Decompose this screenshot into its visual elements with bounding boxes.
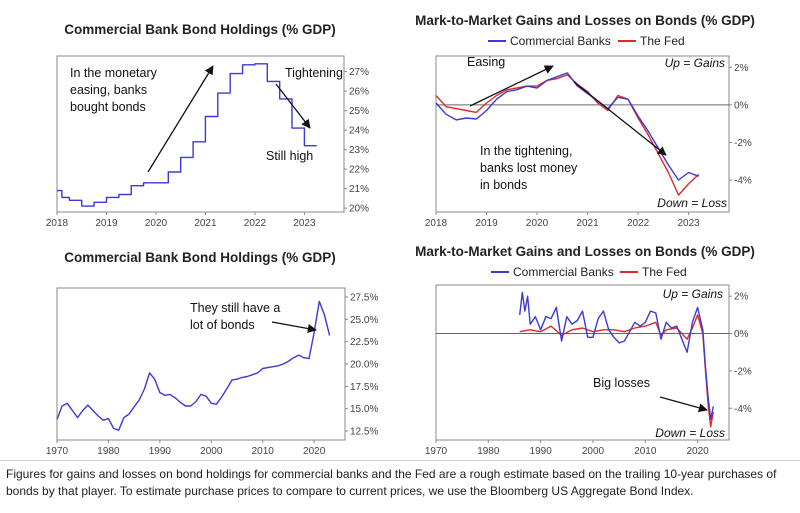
y-tick-label: 20% (349, 204, 369, 215)
x-tick-label: 2010 (634, 446, 657, 457)
figure-caption: Figures for gains and losses on bond hol… (6, 467, 777, 498)
legend: Commercial Banks The Fed (488, 34, 685, 48)
annotation-easing-line-3: bought bonds (70, 100, 146, 114)
annotation-tightening-line-2: banks lost money (480, 161, 578, 175)
annotation-up-gains: Up = Gains (665, 56, 725, 70)
x-tick-label: 2021 (194, 218, 217, 229)
x-tick-label: 2018 (425, 218, 448, 229)
y-tick-label: -2% (734, 366, 752, 377)
annotation-tightening: Tightening (285, 66, 343, 80)
x-tick-label: 2021 (576, 218, 599, 229)
plot-frame (56, 55, 345, 213)
plot-area: 2018 2019 2020 2021 2022 2023 20% 21% 22% 23% 24% 2… (46, 55, 369, 229)
caption-separator (0, 460, 800, 461)
chart-title: Commercial Bank Bond Holdings (% GDP) (64, 250, 336, 265)
legend-label-fed: The Fed (640, 34, 685, 48)
y-tick-label: 2% (734, 63, 749, 74)
y-tick-label: 2% (734, 292, 749, 303)
plot-frame (435, 284, 730, 441)
x-tick-label: 2018 (46, 218, 69, 229)
annotation-tightening-line-1: In the tightening, (480, 144, 572, 158)
y-tick-label: 20.0% (350, 360, 378, 371)
legend-label-banks: Commercial Banks (513, 265, 614, 279)
chart-title: Commercial Bank Bond Holdings (% GDP) (64, 22, 336, 37)
y-tick-label: -2% (734, 138, 752, 149)
y-tick-label: 22% (349, 165, 369, 176)
x-tick-label: 2022 (627, 218, 650, 229)
x-tick-label: 1970 (425, 446, 448, 457)
plot-area: 1970 1980 1990 2000 2010 2020 12.5% 15.0% 17.5% 2… (46, 287, 378, 457)
x-tick-label: 2023 (677, 218, 700, 229)
panel-bottom-left: Commercial Bank Bond Holdings (% GDP) 19… (46, 250, 379, 457)
arrow-bonds (271, 321, 317, 334)
x-tick-label: 1990 (530, 446, 553, 457)
series-line-banks (435, 72, 699, 181)
y-tick-label: 0% (734, 329, 749, 340)
annotation-bonds-line-2: lot of bonds (190, 318, 255, 332)
x-tick-label: 2020 (145, 218, 168, 229)
x-tick-label: 1990 (149, 446, 172, 457)
annotation-easing-line-1: In the monetary (70, 66, 158, 80)
y-tick-label: 25.0% (350, 315, 378, 326)
x-tick-label: 2019 (475, 218, 498, 229)
y-tick-label: -4% (734, 404, 752, 415)
annotation-still-high: Still high (266, 149, 313, 163)
x-tick-label: 2023 (293, 218, 316, 229)
arrow-tightening (573, 81, 667, 156)
x-tick-label: 2019 (95, 218, 118, 229)
x-tick-label: 2020 (526, 218, 549, 229)
arrow-easing (147, 65, 214, 173)
arrow-big-losses (659, 396, 708, 413)
y-tick-label: 21% (349, 184, 369, 195)
series-line-fed (519, 314, 714, 428)
x-tick-label: 2020 (686, 446, 709, 457)
y-tick-label: 27.5% (350, 292, 378, 303)
x-tick-label: 1980 (97, 446, 120, 457)
plot-frame (435, 55, 730, 213)
series-line-banks (56, 300, 331, 431)
y-tick-label: 25% (349, 106, 369, 117)
plot-area: 1970 1980 1990 2000 2010 2020 2% 0% -2% -4% (425, 284, 752, 457)
x-tick-label: 2022 (244, 218, 267, 229)
x-tick-label: 2010 (252, 446, 275, 457)
x-tick-label: 2020 (303, 446, 326, 457)
y-tick-label: 26% (349, 87, 369, 98)
legend-label-banks: Commercial Banks (510, 34, 611, 48)
y-tick-label: 22.5% (350, 337, 378, 348)
x-tick-label: 2000 (582, 446, 605, 457)
annotation-down-loss: Down = Loss (655, 426, 725, 440)
annotation-big-losses: Big losses (593, 376, 650, 390)
series-line-banks (57, 63, 317, 207)
arrow-easing (469, 65, 554, 107)
y-tick-label: 17.5% (350, 382, 378, 393)
annotation-bonds-line-1: They still have a (190, 301, 280, 315)
arrow-tightening (275, 83, 311, 129)
y-tick-label: 23% (349, 145, 369, 156)
legend: Commercial Banks The Fed (491, 265, 687, 279)
plot-area: 2018 2019 2020 2021 2022 2023 2% 0% -2% -4% (425, 55, 752, 229)
panel-top-left: Commercial Bank Bond Holdings (% GDP) 20… (46, 22, 369, 229)
series-line-banks (519, 291, 714, 421)
annotation-easing-line-2: easing, banks (70, 83, 147, 97)
y-tick-label: 24% (349, 126, 369, 137)
x-tick-label: 1970 (46, 446, 69, 457)
annotation-easing: Easing (467, 55, 505, 69)
series-line-fed (435, 74, 700, 196)
x-tick-label: 2000 (200, 446, 223, 457)
chart-title: Mark-to-Market Gains and Losses on Bonds… (415, 244, 755, 259)
y-tick-label: 27% (349, 67, 369, 78)
panel-top-right: Mark-to-Market Gains and Losses on Bonds… (415, 13, 755, 229)
y-tick-label: -4% (734, 176, 752, 187)
panel-bottom-right: Mark-to-Market Gains and Losses on Bonds… (415, 244, 755, 457)
x-tick-label: 1980 (477, 446, 500, 457)
y-tick-label: 0% (734, 100, 749, 111)
y-tick-label: 12.5% (350, 427, 378, 438)
annotation-down-loss: Down = Loss (657, 196, 727, 210)
legend-label-fed: The Fed (642, 265, 687, 279)
chart-title: Mark-to-Market Gains and Losses on Bonds… (415, 13, 755, 28)
annotation-up-gains: Up = Gains (663, 287, 723, 301)
annotation-tightening-line-3: in bonds (480, 178, 527, 192)
y-tick-label: 15.0% (350, 404, 378, 415)
